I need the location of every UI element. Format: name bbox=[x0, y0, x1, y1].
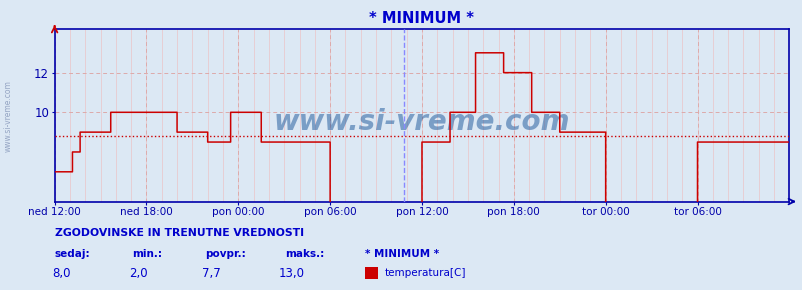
Text: www.si-vreme.com: www.si-vreme.com bbox=[273, 108, 569, 136]
Text: www.si-vreme.com: www.si-vreme.com bbox=[3, 80, 13, 152]
Text: 7,7: 7,7 bbox=[201, 267, 221, 280]
Text: * MINIMUM *: * MINIMUM * bbox=[365, 249, 439, 259]
Text: ZGODOVINSKE IN TRENUTNE VREDNOSTI: ZGODOVINSKE IN TRENUTNE VREDNOSTI bbox=[55, 228, 303, 238]
Text: 2,0: 2,0 bbox=[129, 267, 148, 280]
Text: povpr.:: povpr.: bbox=[205, 249, 245, 259]
Title: * MINIMUM *: * MINIMUM * bbox=[369, 11, 474, 26]
Text: 13,0: 13,0 bbox=[278, 267, 304, 280]
Text: min.:: min.: bbox=[132, 249, 162, 259]
Text: temperatura[C]: temperatura[C] bbox=[384, 268, 465, 278]
Text: maks.:: maks.: bbox=[285, 249, 324, 259]
Text: sedaj:: sedaj: bbox=[55, 249, 90, 259]
Text: 8,0: 8,0 bbox=[51, 267, 71, 280]
